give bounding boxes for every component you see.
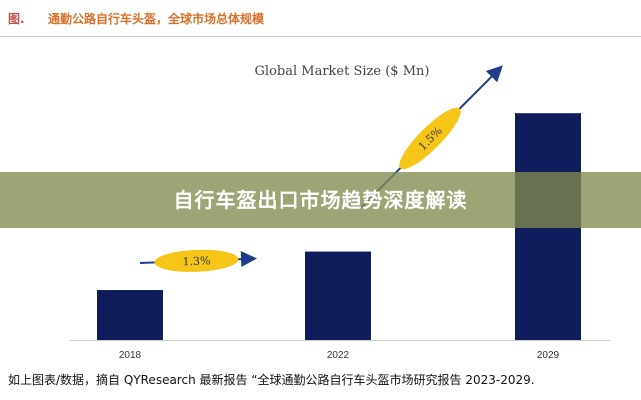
bar-2022 — [305, 251, 371, 340]
x-tick-label: 2018 — [119, 350, 142, 361]
source-caption: 如上图表/数据，摘自 QYResearch 最新报告 “全球通勤公路自行车头盔市… — [8, 373, 535, 387]
overlay-band — [0, 172, 641, 228]
growth-rate-label: 1.3% — [182, 254, 210, 268]
figure-label: 图. — [8, 12, 25, 26]
x-tick-label: 2029 — [537, 350, 560, 361]
growth-rate-ellipse — [154, 249, 239, 272]
figure-title: 通勤公路自行车头盔，全球市场总体规模 — [48, 12, 265, 26]
overlay-title: 自行车盔出口市场趋势深度解读 — [173, 188, 468, 212]
x-tick-label: 2022 — [327, 350, 350, 361]
growth-rate-ellipse — [399, 107, 461, 170]
chart-title: Global Market Size ($ Mn) — [255, 64, 430, 79]
figure-header: 图. 通勤公路自行车头盔，全球市场总体规模 — [0, 0, 641, 37]
bar-2018 — [97, 290, 163, 340]
